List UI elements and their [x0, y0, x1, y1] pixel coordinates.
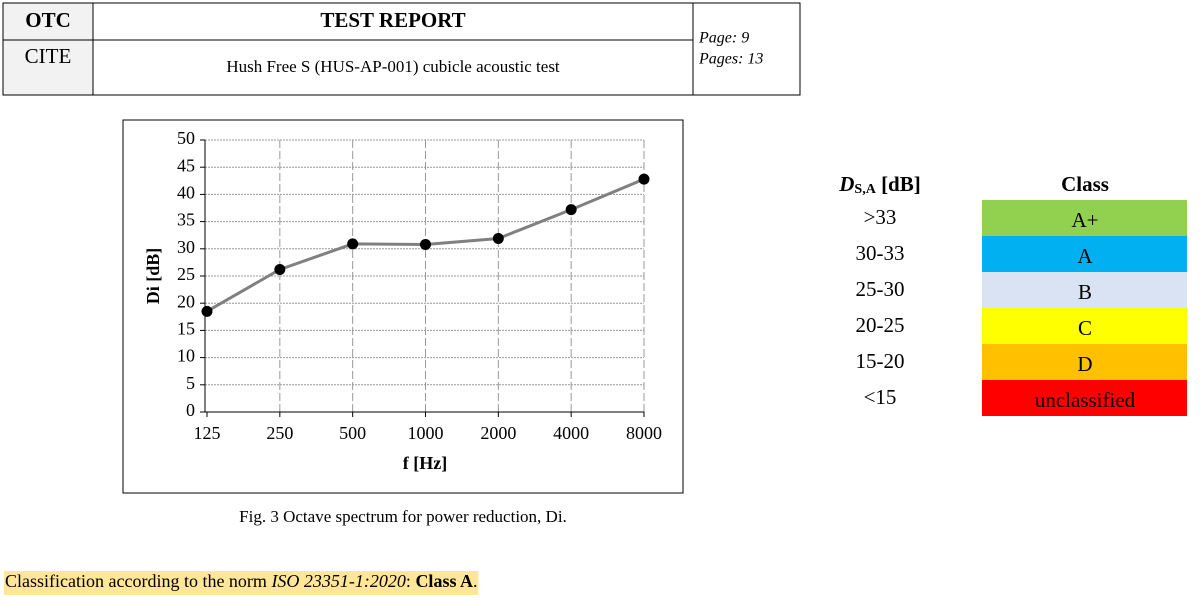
class-label: unclassified: [1035, 388, 1136, 412]
org-bottom: CITE: [25, 44, 72, 68]
org-top: OTC: [25, 8, 71, 32]
y-tick-label: 40: [177, 183, 195, 203]
x-axis-label: f [Hz]: [403, 453, 447, 473]
data-point: [420, 238, 431, 250]
y-tick-label: 20: [177, 291, 195, 311]
range-label: <15: [864, 385, 897, 409]
text: :: [406, 571, 416, 591]
class-label: D: [1077, 352, 1092, 376]
y-tick-label: 10: [177, 346, 195, 366]
data-point: [201, 305, 213, 317]
range-label: 15-20: [856, 349, 905, 373]
class-table-header: DS,A [dB]: [838, 172, 921, 197]
range-label: 20-25: [856, 313, 905, 337]
class-table: DS,A [dB] Class >33 A+30-33 A25-30 B20-25 C1…: [838, 172, 1187, 416]
class-cell: [982, 236, 1187, 272]
x-tick-label: 4000: [553, 423, 589, 443]
report-subtitle: Hush Free S (HUS-AP-001) cubicle acousti…: [226, 57, 560, 76]
range-label: 25-30: [856, 277, 905, 301]
class-cell: [982, 344, 1187, 380]
class-label: A+: [1071, 208, 1098, 232]
symbol-subscript: S,A: [854, 182, 876, 197]
data-point: [565, 204, 577, 216]
class-table-header: Class: [1061, 172, 1109, 196]
classification-text: Classification according to the norm ISO…: [5, 571, 477, 591]
x-tick-label: 1000: [408, 423, 444, 443]
class-cell: [982, 200, 1187, 236]
report-title: TEST REPORT: [320, 8, 465, 32]
header-border: [2, 2, 801, 96]
x-tick-label: 500: [339, 423, 366, 443]
y-tick-label: 0: [186, 400, 195, 420]
class-cell: [982, 380, 1187, 416]
y-tick-label: 30: [177, 237, 195, 257]
data-point: [638, 173, 650, 185]
page-count: Pages: 13: [698, 51, 763, 68]
range-label: >33: [864, 205, 897, 229]
x-tick-label: 8000: [626, 423, 662, 443]
symbol: D: [838, 172, 854, 196]
y-axis-label: Di [dB]: [143, 248, 163, 305]
figure-caption: Fig. 3 Octave spectrum for power reducti…: [239, 507, 567, 526]
class-label: B: [1078, 280, 1092, 304]
x-tick-label: 250: [266, 423, 293, 443]
y-tick-label: 45: [177, 155, 195, 175]
header-table: OTC CITE TEST REPORT Hush Free S (HUS-AP…: [2, 2, 801, 96]
unit: [dB]: [876, 172, 921, 196]
chart: 0 5 10 15 20 25 30 35 40 45 50 125 250 500 1000 2000 400…: [177, 128, 662, 443]
class-cell: [982, 272, 1187, 308]
class-label: C: [1078, 316, 1092, 340]
norm: ISO 23351-1:2020: [270, 571, 405, 591]
y-tick-label: 5: [186, 373, 195, 393]
y-tick-label: 50: [177, 128, 195, 148]
class-result: Class A: [415, 571, 473, 591]
class-label: A: [1077, 244, 1093, 268]
data-point: [347, 238, 359, 250]
y-tick-label: 35: [177, 210, 195, 230]
page-number: Page: 9: [698, 30, 749, 47]
text: .: [473, 571, 478, 591]
range-label: 30-33: [856, 241, 905, 265]
data-point: [492, 232, 504, 244]
x-tick-label: 125: [194, 423, 221, 443]
header-cell: [3, 3, 93, 95]
x-tick-label: 2000: [480, 423, 516, 443]
data-point: [274, 263, 286, 275]
highlight: [4, 571, 479, 595]
y-tick-label: 25: [177, 264, 195, 284]
class-cell: [982, 308, 1187, 344]
y-tick-label: 15: [177, 319, 195, 339]
text: Classification according to the norm: [5, 571, 271, 591]
